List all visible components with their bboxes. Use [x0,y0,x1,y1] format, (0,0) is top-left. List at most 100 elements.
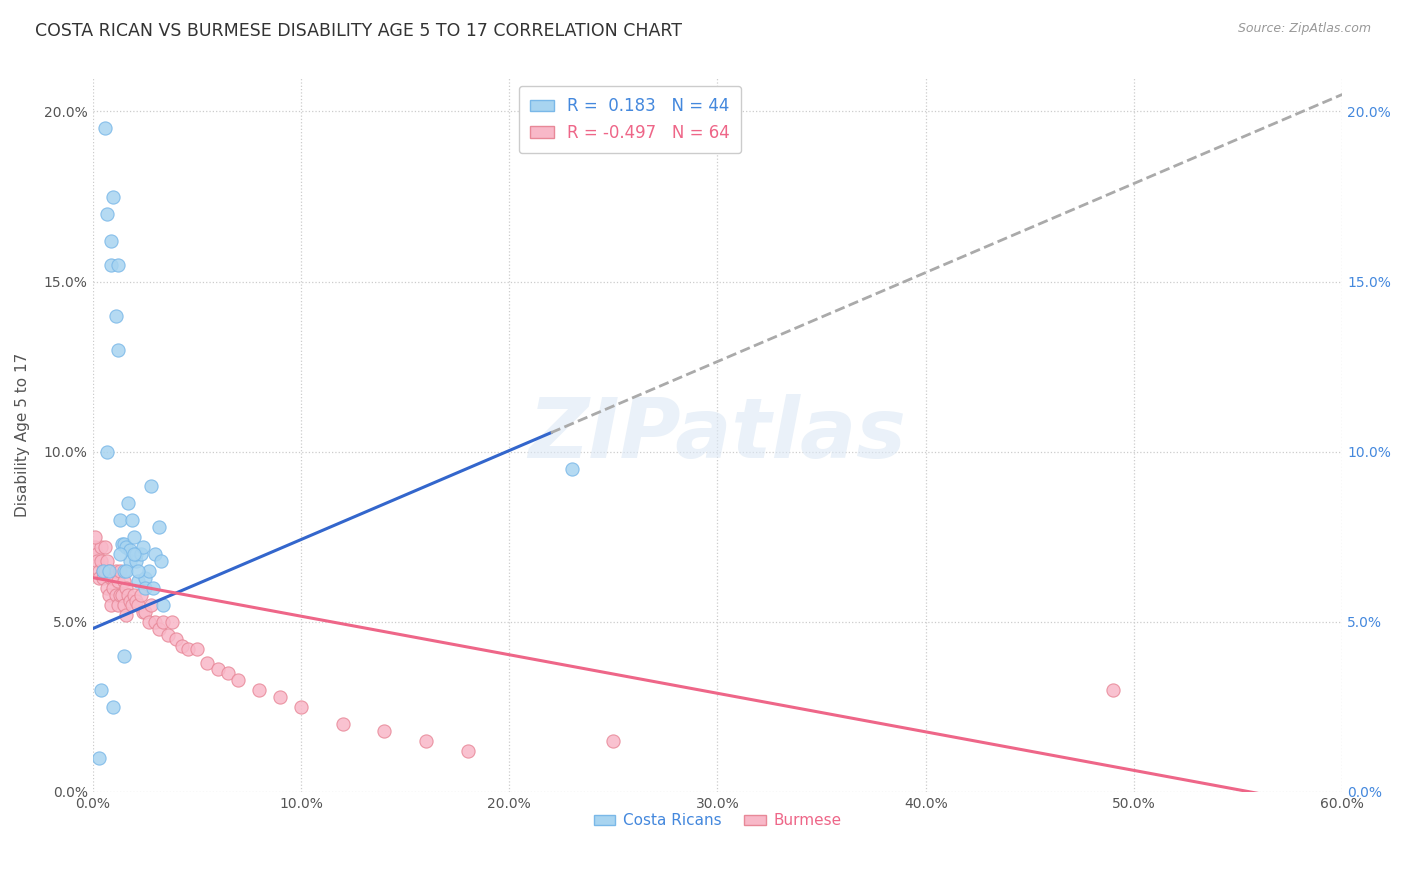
Point [152,615,174,629]
Point [150,553,173,567]
Point [120,594,142,608]
Point [103,189,125,203]
Point [108,513,131,527]
Point [94,121,117,136]
Point [115,540,138,554]
Point [186,642,208,657]
Point [165,632,187,646]
Point [100,258,122,272]
Point [115,581,138,595]
Point [131,540,153,554]
Point [108,588,131,602]
Point [156,628,179,642]
Point [100,571,122,585]
Point [138,615,160,629]
Point [127,598,149,612]
Point [290,699,312,714]
Point [104,309,127,323]
Point [90,540,112,554]
Point [87,571,110,585]
Point [104,564,127,578]
Y-axis label: Disability Age 5 to 17: Disability Age 5 to 17 [15,352,30,516]
Point [91,564,114,578]
Point [457,744,479,758]
Text: Source: ZipAtlas.com: Source: ZipAtlas.com [1237,22,1371,36]
Point [96,444,118,458]
Point [107,574,129,588]
Point [602,734,624,748]
Point [111,536,134,550]
Point [125,594,148,608]
Point [91,571,114,585]
Point [104,588,127,602]
Point [195,656,218,670]
Point [90,682,112,697]
Point [100,234,122,248]
Point [111,588,134,602]
Point [117,588,139,602]
Point [143,547,166,561]
Point [124,588,146,602]
Point [87,751,110,765]
Point [91,564,114,578]
Point [124,530,146,544]
Point [152,598,174,612]
Point [142,581,165,595]
Point [94,564,117,578]
Point [107,343,129,357]
Point [247,682,270,697]
Point [131,605,153,619]
Point [103,699,125,714]
Point [172,639,194,653]
Point [121,598,143,612]
Point [129,547,152,561]
Point [121,513,143,527]
Point [148,622,170,636]
Legend: Costa Ricans, Burmese: Costa Ricans, Burmese [588,807,848,834]
Point [108,564,131,578]
Point [134,581,156,595]
Point [332,717,354,731]
Point [148,519,170,533]
Point [134,605,156,619]
Point [112,648,135,663]
Point [127,564,149,578]
Point [108,547,131,561]
Point [86,547,108,561]
Point [373,723,395,738]
Point [127,574,149,588]
Point [96,581,118,595]
Point [98,564,121,578]
Point [96,553,118,567]
Point [112,598,135,612]
Point [217,665,239,680]
Point [112,536,135,550]
Point [107,598,129,612]
Point [139,598,162,612]
Point [98,564,121,578]
Point [124,547,146,561]
Point [1102,682,1125,697]
Point [115,564,138,578]
Point [120,553,142,567]
Point [115,607,138,622]
Point [125,547,148,561]
Point [96,206,118,220]
Point [112,564,135,578]
Text: COSTA RICAN VS BURMESE DISABILITY AGE 5 TO 17 CORRELATION CHART: COSTA RICAN VS BURMESE DISABILITY AGE 5 … [35,22,682,40]
Point [134,571,156,585]
Text: ZIPatlas: ZIPatlas [529,394,907,475]
Point [160,615,183,629]
Point [415,734,437,748]
Point [83,540,105,554]
Point [138,564,160,578]
Point [143,615,166,629]
Point [87,564,110,578]
Point [83,530,105,544]
Point [90,553,112,567]
Point [139,479,162,493]
Point [117,496,139,510]
Point [561,461,583,475]
Point [107,258,129,272]
Point [125,553,148,567]
